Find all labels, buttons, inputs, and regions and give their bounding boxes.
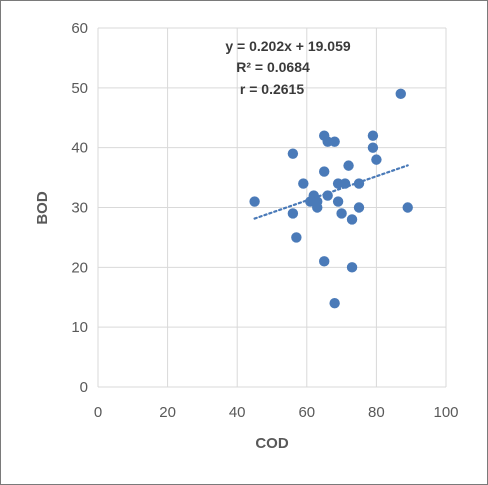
scatter-point: [291, 232, 302, 243]
y-tick-label: 10: [71, 319, 88, 336]
scatter-point: [312, 196, 323, 207]
scatter-point: [329, 136, 340, 147]
scatter-point: [346, 262, 358, 273]
scatter-point: [298, 178, 309, 189]
data-points: [249, 88, 413, 309]
scatter-point: [371, 154, 382, 165]
scatter-point: [367, 142, 379, 153]
scatter-point: [395, 88, 406, 100]
scatter-point: [343, 160, 354, 171]
scatter-point: [332, 196, 344, 207]
x-tick-label: 40: [229, 404, 246, 421]
y-tick-label: 30: [71, 200, 88, 217]
y-tick-label: 50: [71, 80, 88, 97]
scatter-point: [319, 166, 330, 177]
x-tick-label: 100: [433, 404, 458, 421]
y-tick-label: 60: [71, 20, 88, 37]
r-squared-label: R² = 0.0684: [236, 59, 310, 75]
scatter-point: [346, 214, 358, 225]
scatter-point: [339, 178, 351, 189]
scatter-point: [322, 190, 333, 201]
scatter-point: [402, 202, 413, 213]
x-tick-label: 0: [94, 404, 102, 421]
x-axis-title: COD: [255, 435, 289, 452]
x-tick-label: 60: [298, 404, 315, 421]
x-tick-label: 20: [159, 404, 176, 421]
scatter-point: [287, 148, 299, 159]
y-tick-label: 0: [80, 379, 88, 396]
r-value-label: r = 0.2615: [240, 81, 304, 97]
grid-lines: [97, 27, 447, 388]
x-tick-label: 80: [368, 404, 385, 421]
scatter-point: [329, 298, 340, 309]
equation-label: y = 0.202x + 19.059: [225, 38, 351, 54]
scatter-point: [336, 208, 347, 219]
y-tick-label: 20: [71, 259, 88, 276]
scatter-point: [353, 202, 365, 213]
scatter-point: [353, 178, 365, 189]
scatter-point: [287, 208, 299, 219]
tick-labels: 0 10 20 30 40 50 60 0 20 40 60 80 100: [71, 20, 458, 421]
scatter-point: [319, 256, 330, 267]
y-axis-title: BOD: [34, 191, 51, 225]
y-tick-label: 40: [71, 140, 88, 157]
scatter-point: [249, 196, 260, 207]
scatter-point: [367, 130, 379, 141]
